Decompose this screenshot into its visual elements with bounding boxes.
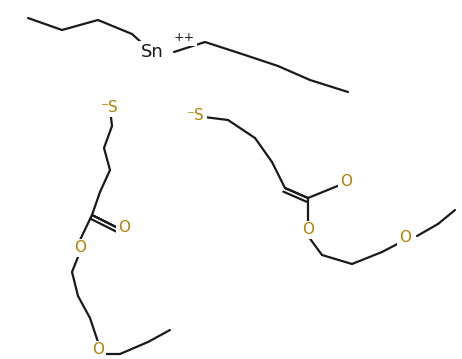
Text: O: O [302, 223, 314, 238]
Text: O: O [118, 220, 130, 236]
Text: O: O [74, 241, 86, 256]
Text: ⁻S: ⁻S [101, 101, 119, 116]
Text: Sn: Sn [140, 43, 164, 61]
Text: O: O [92, 342, 104, 358]
Text: ++: ++ [174, 31, 195, 44]
Text: O: O [340, 174, 352, 190]
Text: ⁻S: ⁻S [187, 108, 205, 123]
Text: O: O [399, 230, 411, 246]
